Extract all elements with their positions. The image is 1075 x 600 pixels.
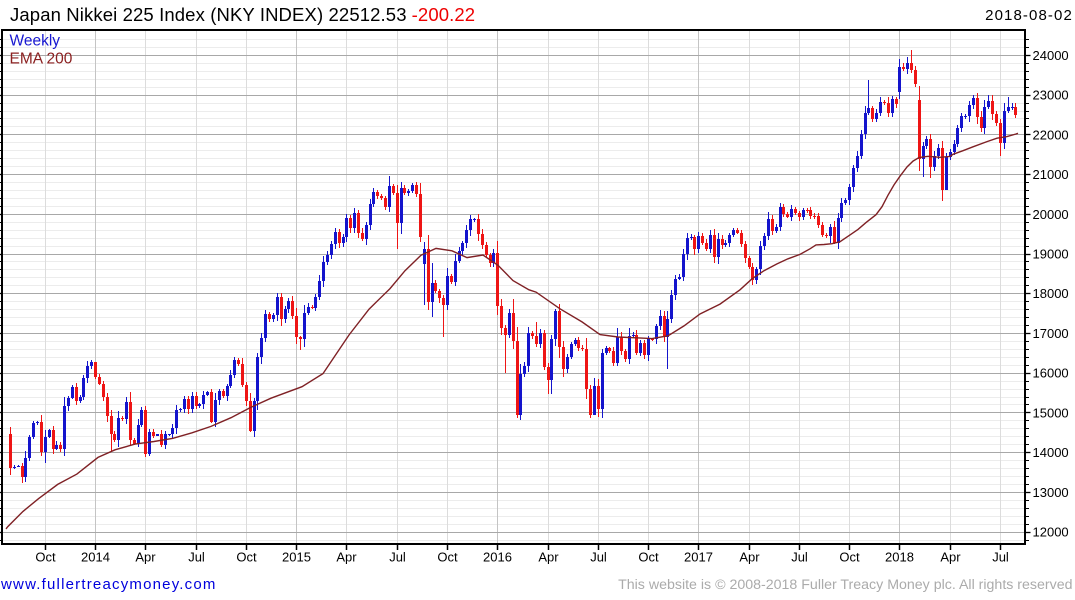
svg-text:Jul: Jul	[188, 550, 205, 565]
svg-text:2016: 2016	[483, 550, 512, 565]
svg-text:20000: 20000	[1033, 207, 1069, 222]
svg-text:Oct: Oct	[35, 550, 56, 565]
svg-text:Apr: Apr	[135, 550, 156, 565]
svg-text:www.fullertreacymoney.com: www.fullertreacymoney.com	[0, 576, 217, 593]
svg-text:22000: 22000	[1033, 127, 1069, 142]
svg-text:Jul: Jul	[992, 550, 1009, 565]
svg-text:2017: 2017	[684, 550, 713, 565]
svg-text:14000: 14000	[1033, 445, 1069, 460]
svg-text:Weekly: Weekly	[10, 32, 61, 49]
svg-text:21000: 21000	[1033, 167, 1069, 182]
svg-text:Oct: Oct	[638, 550, 659, 565]
svg-text:18000: 18000	[1033, 286, 1069, 301]
svg-text:Apr: Apr	[940, 550, 961, 565]
svg-text:Oct: Oct	[236, 550, 257, 565]
svg-text:16000: 16000	[1033, 366, 1069, 381]
svg-text:2015: 2015	[282, 550, 311, 565]
svg-text:This website is © 2008-2018 Fu: This website is © 2008-2018 Fuller Treac…	[618, 577, 1072, 593]
svg-text:EMA 200: EMA 200	[10, 51, 73, 68]
svg-text:Oct: Oct	[839, 550, 860, 565]
svg-text:Apr: Apr	[336, 550, 357, 565]
svg-text:17000: 17000	[1033, 326, 1069, 341]
svg-text:Apr: Apr	[739, 550, 760, 565]
svg-text:15000: 15000	[1033, 405, 1069, 420]
svg-text:Oct: Oct	[437, 550, 458, 565]
svg-text:19000: 19000	[1033, 247, 1069, 262]
svg-text:13000: 13000	[1033, 485, 1069, 500]
svg-text:Jul: Jul	[791, 550, 808, 565]
svg-text:Jul: Jul	[389, 550, 406, 565]
svg-text:2014: 2014	[81, 550, 110, 565]
svg-text:Jul: Jul	[590, 550, 607, 565]
svg-text:24000: 24000	[1033, 48, 1069, 63]
svg-text:Japan Nikkei 225 Index (NKY IN: Japan Nikkei 225 Index (NKY INDEX) 22512…	[10, 4, 475, 25]
svg-text:2018-08-02: 2018-08-02	[985, 7, 1073, 24]
svg-text:Apr: Apr	[538, 550, 559, 565]
svg-text:2018: 2018	[885, 550, 914, 565]
svg-text:23000: 23000	[1033, 88, 1069, 103]
svg-text:12000: 12000	[1033, 525, 1069, 540]
